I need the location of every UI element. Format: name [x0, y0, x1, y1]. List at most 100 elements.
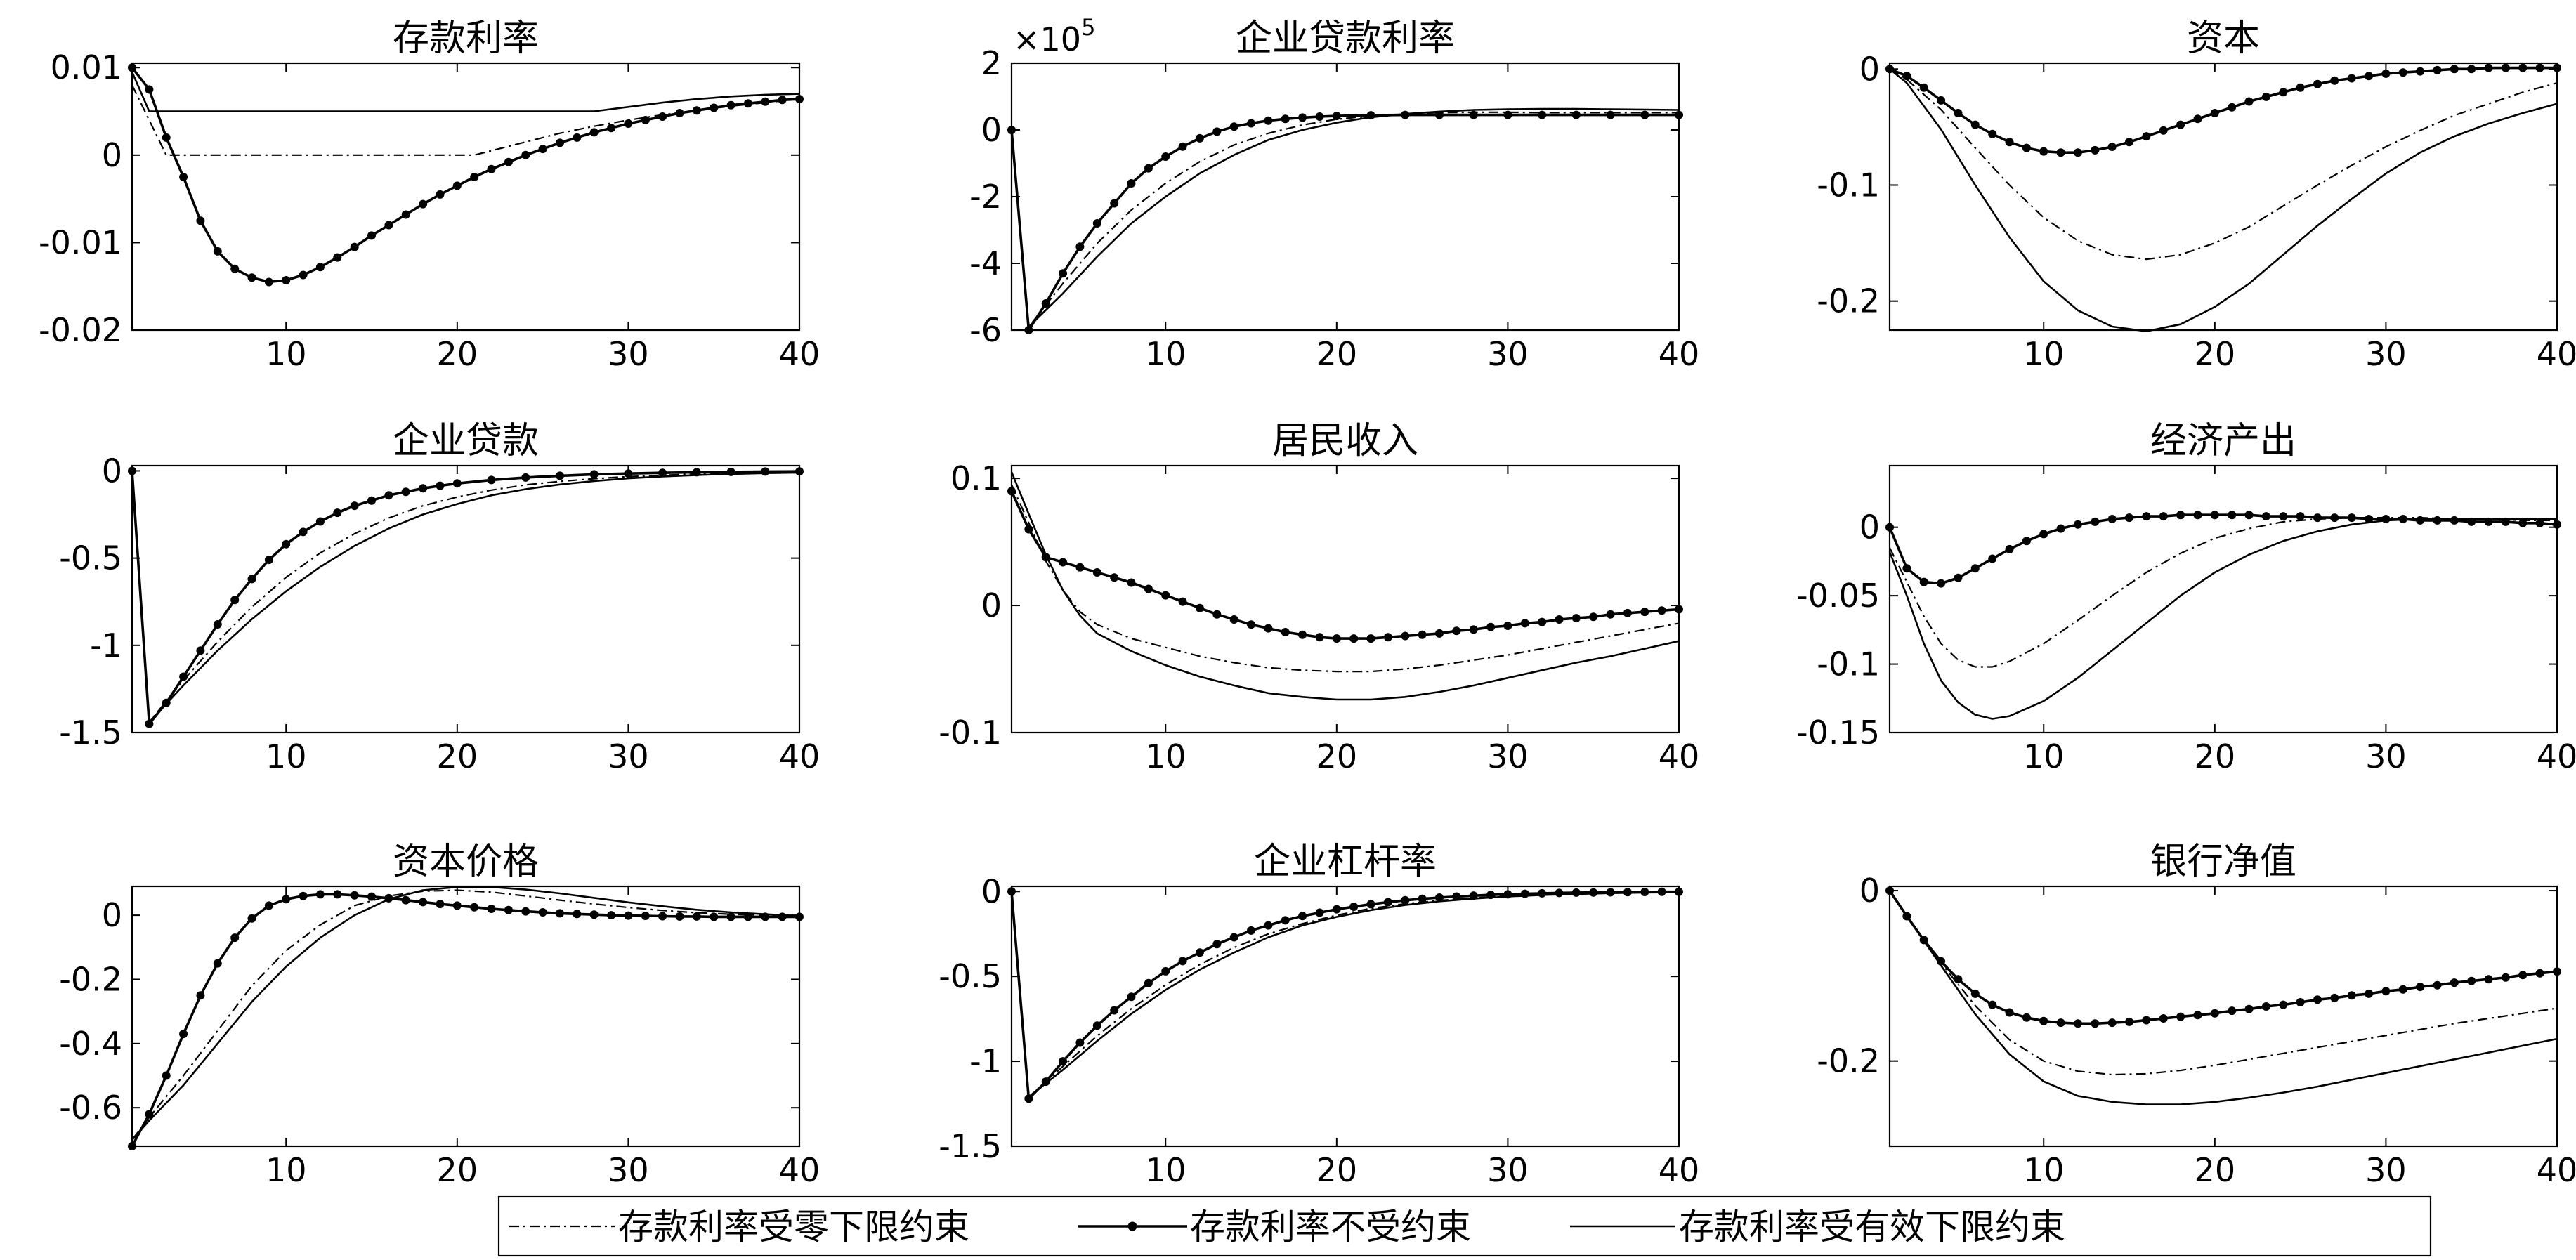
- panel-8: 10 20 30 40 0 -0.5 -1 -1.5 企业杠杆率: [939, 841, 1699, 1189]
- series-point-unc: [247, 273, 256, 282]
- series-point-unc: [1059, 1057, 1068, 1066]
- x-tick-label: 40: [1659, 737, 1700, 775]
- series-point-unc: [470, 173, 479, 181]
- series-point-unc: [2484, 975, 2493, 984]
- series-point-unc: [2005, 1008, 2014, 1017]
- x-tick-label: 20: [437, 1151, 478, 1189]
- series-point-unc: [1092, 1021, 1101, 1030]
- series-point-unc: [1195, 603, 1204, 612]
- y-tick-label: 0: [1859, 872, 1880, 910]
- series-point-unc: [384, 893, 393, 903]
- series-line-zlb: [1010, 111, 1679, 328]
- series-point-unc: [1212, 940, 1222, 949]
- series-point-unc: [1571, 110, 1581, 119]
- series-point-unc: [521, 150, 530, 159]
- series-point-unc: [675, 912, 684, 921]
- x-tick-label: 40: [779, 1151, 820, 1189]
- series-point-unc: [1919, 83, 1928, 92]
- series-point-unc: [1024, 525, 1033, 534]
- series-point-unc: [1349, 903, 1359, 911]
- series-point-unc: [2176, 1012, 2185, 1021]
- series-point-unc: [2365, 989, 2374, 998]
- y-tick-label: 0: [102, 452, 122, 490]
- series-point-unc: [2193, 114, 2202, 124]
- series-line-unc: [1888, 890, 2558, 1025]
- x-tick-label: 20: [2195, 335, 2236, 373]
- series-point-unc: [1919, 936, 1928, 945]
- series-point-unc: [538, 908, 547, 917]
- x-tick-label: 40: [779, 737, 820, 775]
- series-point-unc: [1435, 110, 1444, 119]
- series-point-unc: [1452, 892, 1461, 901]
- y-tick-label: -0.2: [1817, 282, 1880, 320]
- series-point-unc: [1937, 957, 1946, 966]
- series-point-unc: [1247, 119, 1255, 128]
- series-point-unc: [2091, 517, 2100, 526]
- series-point-unc: [1435, 629, 1444, 638]
- series-point-unc: [1075, 1038, 1085, 1047]
- x-tick-label: 10: [266, 737, 307, 775]
- series-point-unc: [436, 190, 445, 199]
- series-point-unc: [367, 892, 376, 901]
- series-line-zlb: [1889, 517, 2557, 668]
- series-point-unc: [2450, 516, 2459, 525]
- series-point-unc: [333, 508, 342, 518]
- x-tick-label: 30: [2365, 737, 2407, 775]
- legend-marker-unc: [1127, 1221, 1137, 1231]
- legend-label-elb: 存款利率受有效下限约束: [1679, 1207, 2065, 1247]
- series-point-unc: [1571, 888, 1581, 897]
- series-point-unc: [761, 912, 770, 921]
- series-point-unc: [401, 487, 410, 497]
- series-point-unc: [795, 912, 804, 921]
- x-tick-label: 20: [1316, 1151, 1358, 1189]
- series-point-unc: [726, 100, 735, 110]
- series-point-unc: [1657, 887, 1666, 896]
- series-point-unc: [2176, 120, 2185, 129]
- series-point-unc: [436, 481, 445, 490]
- series-point-unc: [573, 910, 582, 919]
- series-point-unc: [2347, 513, 2356, 523]
- series-point-unc: [1401, 110, 1410, 119]
- series-point-unc: [641, 116, 650, 124]
- series-point-unc: [2244, 1004, 2254, 1013]
- series-point-unc: [299, 891, 308, 900]
- x-tick-label: 30: [1487, 737, 1529, 775]
- series-point-unc: [1075, 563, 1085, 572]
- series-point-unc: [2416, 516, 2425, 525]
- series-point-unc: [1902, 912, 1911, 921]
- series-line-zlb: [131, 471, 800, 723]
- series-point-unc: [1571, 614, 1581, 623]
- panel-5: 10 20 30 40 0.1 0 -0.1 居民收入: [939, 420, 1699, 775]
- series-point-unc: [1247, 926, 1255, 935]
- series-point-unc: [230, 933, 240, 943]
- series-point-unc: [1059, 558, 1068, 567]
- panel-title: 企业杠杆率: [1254, 841, 1437, 883]
- series-point-unc: [692, 912, 701, 921]
- x-tick-label: 40: [1659, 335, 1700, 373]
- series-point-unc: [2501, 63, 2510, 72]
- series-point-unc: [1332, 905, 1341, 914]
- series-point-unc: [658, 912, 667, 921]
- series-point-unc: [1332, 634, 1341, 643]
- y-tick-label: -0.05: [1796, 577, 1880, 615]
- series-point-unc: [624, 119, 633, 128]
- series-point-unc: [1212, 610, 1222, 619]
- y-tick-label: -1: [969, 1042, 1002, 1080]
- series-point-unc: [1589, 888, 1598, 897]
- y-tick-label: -6: [969, 311, 1002, 349]
- series-point-unc: [556, 909, 564, 918]
- series-point-unc: [1640, 110, 1649, 119]
- series-point-unc: [401, 210, 410, 219]
- series-point-unc: [128, 1142, 136, 1150]
- series-point-unc: [1349, 634, 1359, 643]
- series-point-unc: [2398, 68, 2407, 77]
- series-point-unc: [2467, 517, 2476, 526]
- x-tick-label: 20: [1316, 335, 1358, 373]
- series-point-unc: [2433, 516, 2442, 525]
- series-point-unc: [2228, 103, 2237, 112]
- series-point-unc: [504, 157, 513, 166]
- series-point-unc: [1298, 113, 1307, 122]
- series-point-unc: [2416, 67, 2425, 76]
- plot-frame: [131, 885, 801, 1148]
